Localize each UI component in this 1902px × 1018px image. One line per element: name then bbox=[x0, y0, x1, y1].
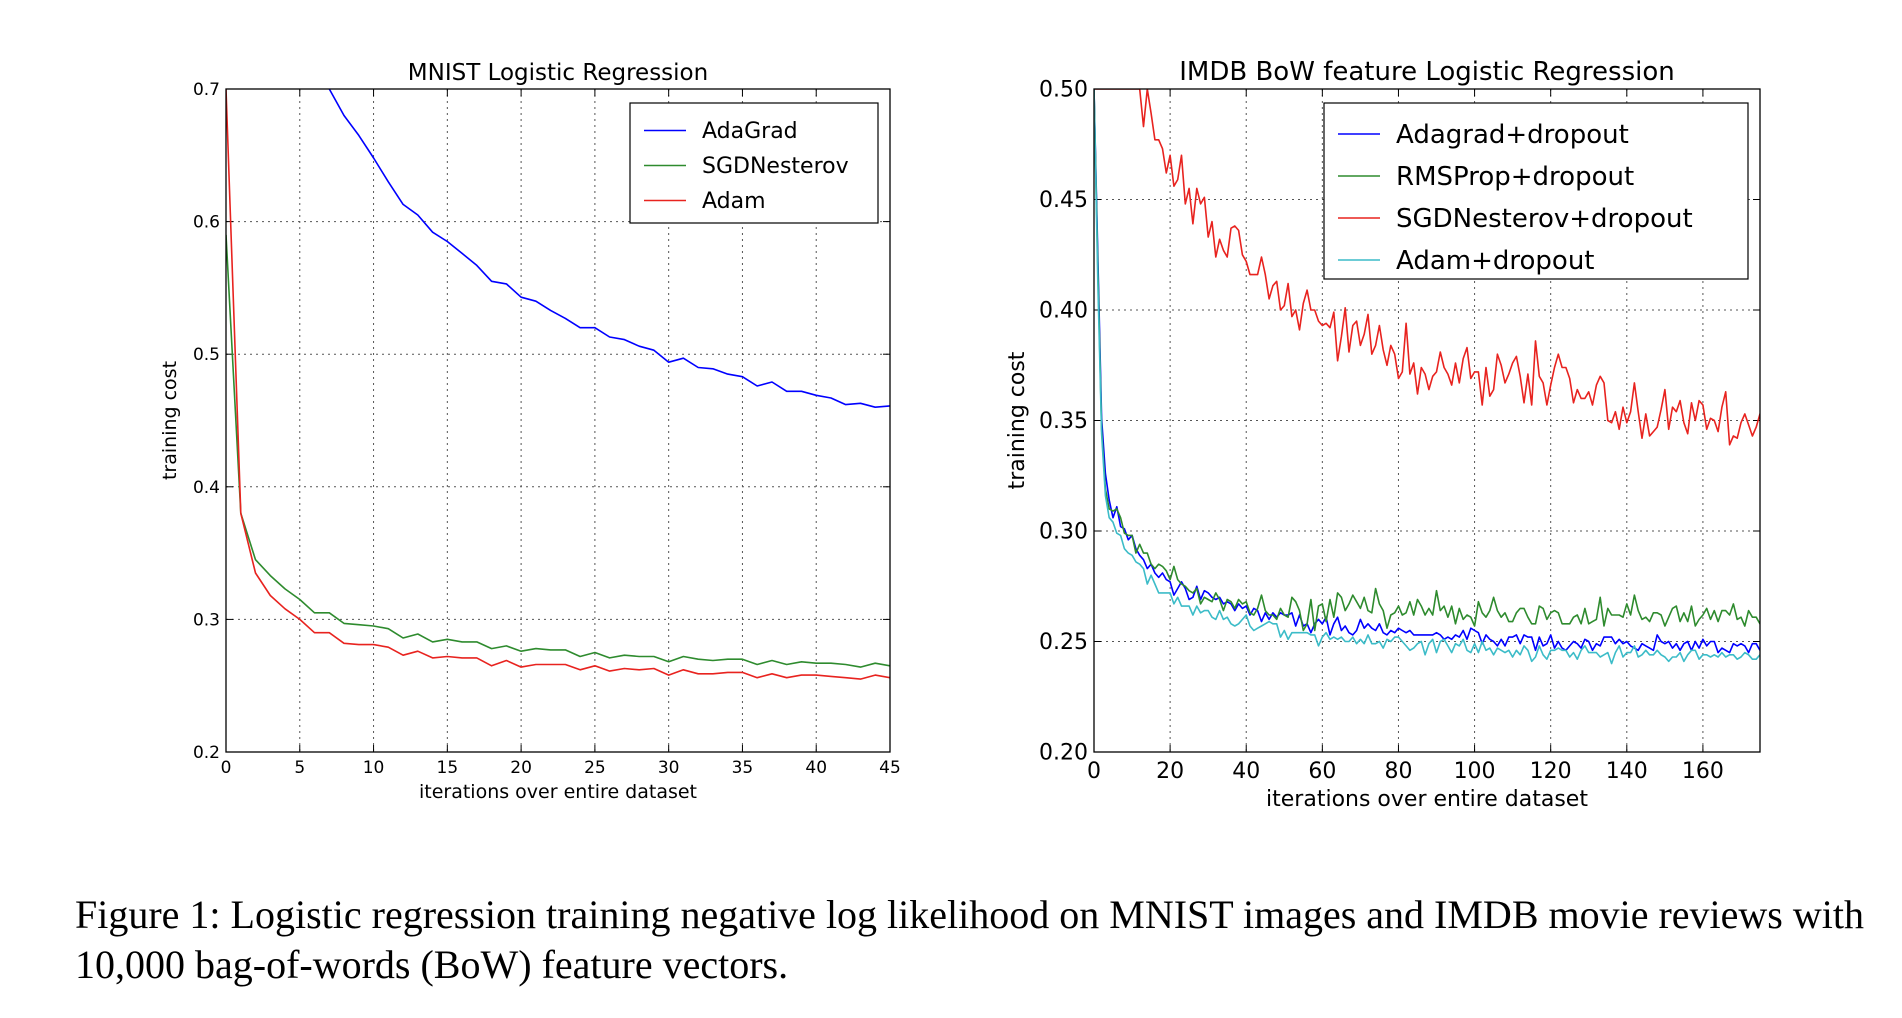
x-tick-label: 60 bbox=[1308, 759, 1336, 784]
legend-label-0: Adagrad+dropout bbox=[1396, 120, 1629, 150]
x-tick-label: 5 bbox=[294, 758, 305, 778]
y-axis-label: training cost bbox=[1005, 351, 1030, 489]
series-line-2 bbox=[1094, 89, 1760, 446]
x-tick-label: 120 bbox=[1530, 759, 1572, 784]
legend-label-1: RMSProp+dropout bbox=[1396, 162, 1634, 192]
x-tick-label: 20 bbox=[510, 758, 532, 778]
plot-frame bbox=[225, 88, 891, 753]
x-tick-label: 30 bbox=[658, 758, 680, 778]
legend-label-2: SGDNesterov+dropout bbox=[1396, 204, 1693, 234]
imdb-chart: 0 20 40 60 80 100 120 140 160 0.20 0.25 0.30 0.35 0.4… bbox=[1005, 57, 1761, 812]
x-axis-label: iterations over entire dataset bbox=[419, 781, 697, 803]
x-tick-label: 20 bbox=[1156, 759, 1184, 784]
x-tick-label: 160 bbox=[1682, 759, 1724, 784]
figure-caption: Figure 1: Logistic regression training n… bbox=[75, 892, 1864, 987]
y-tick-label: 0.7 bbox=[193, 80, 220, 100]
legend-box bbox=[1323, 102, 1749, 280]
legend-label-1: SGDNesterov bbox=[702, 154, 849, 179]
mnist-chart: 0 5 10 15 20 25 30 35 40 45 0.2 0.3 0.4 0.5 0.6 0.7 MNIS… bbox=[159, 60, 901, 803]
x-tick-label: 100 bbox=[1454, 759, 1496, 784]
legend-label-3: Adam+dropout bbox=[1396, 246, 1595, 276]
x-tick-label: 40 bbox=[805, 758, 827, 778]
y-tick-label: 0.20 bbox=[1039, 741, 1088, 766]
legend-box bbox=[629, 102, 879, 224]
x-tick-label: 25 bbox=[584, 758, 606, 778]
chart-title: MNIST Logistic Regression bbox=[408, 60, 708, 86]
y-tick-label: 0.35 bbox=[1039, 409, 1088, 434]
plot-frame bbox=[1093, 88, 1761, 753]
legend-label-2: Adam bbox=[702, 189, 766, 214]
y-tick-label: 0.3 bbox=[193, 610, 220, 630]
x-tick-label: 40 bbox=[1232, 759, 1260, 784]
x-tick-label: 45 bbox=[879, 758, 901, 778]
x-tick-label: 15 bbox=[437, 758, 459, 778]
y-tick-label: 0.4 bbox=[193, 478, 220, 498]
y-tick-label: 0.6 bbox=[193, 213, 220, 233]
y-tick-label: 0.40 bbox=[1039, 299, 1088, 324]
series-line-0 bbox=[1094, 89, 1760, 654]
series-line-0 bbox=[328, 89, 890, 408]
series-line-2 bbox=[226, 89, 890, 680]
y-tick-label: 0.30 bbox=[1039, 520, 1088, 545]
y-tick-label: 0.50 bbox=[1039, 78, 1088, 103]
y-tick-label: 0.2 bbox=[193, 743, 220, 763]
y-tick-label: 0.25 bbox=[1039, 630, 1088, 655]
series-line-1 bbox=[1094, 89, 1760, 632]
x-tick-label: 0 bbox=[221, 758, 232, 778]
series-line-3 bbox=[1094, 89, 1760, 665]
chart-title: IMDB BoW feature Logistic Regression bbox=[1179, 57, 1674, 87]
series-line-1 bbox=[226, 234, 890, 668]
legend-label-0: AdaGrad bbox=[702, 119, 798, 144]
x-tick-label: 80 bbox=[1384, 759, 1412, 784]
y-tick-label: 0.5 bbox=[193, 345, 220, 365]
x-tick-label: 10 bbox=[363, 758, 385, 778]
x-tick-label: 35 bbox=[732, 758, 754, 778]
y-axis-label: training cost bbox=[159, 361, 181, 480]
y-tick-label: 0.45 bbox=[1039, 188, 1088, 213]
x-tick-label: 140 bbox=[1606, 759, 1648, 784]
x-axis-label: iterations over entire dataset bbox=[1266, 787, 1588, 812]
x-tick-label: 0 bbox=[1087, 759, 1101, 784]
